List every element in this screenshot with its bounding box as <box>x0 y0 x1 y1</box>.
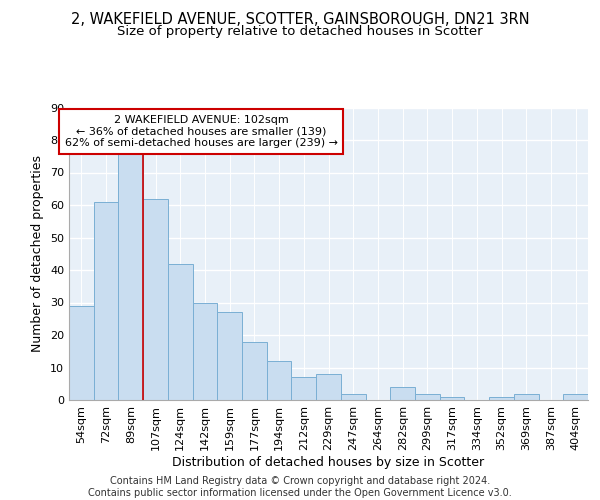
Bar <box>390 387 415 400</box>
Bar <box>316 374 341 400</box>
Bar <box>242 342 267 400</box>
Bar <box>267 361 292 400</box>
Bar <box>440 397 464 400</box>
Bar <box>69 306 94 400</box>
Bar <box>118 153 143 400</box>
Bar <box>292 377 316 400</box>
X-axis label: Distribution of detached houses by size in Scotter: Distribution of detached houses by size … <box>172 456 485 468</box>
Bar <box>143 198 168 400</box>
Bar <box>193 302 217 400</box>
Bar <box>217 312 242 400</box>
Text: 2 WAKEFIELD AVENUE: 102sqm
← 36% of detached houses are smaller (139)
62% of sem: 2 WAKEFIELD AVENUE: 102sqm ← 36% of deta… <box>65 115 338 148</box>
Text: Contains HM Land Registry data © Crown copyright and database right 2024.
Contai: Contains HM Land Registry data © Crown c… <box>88 476 512 498</box>
Bar <box>563 394 588 400</box>
Bar <box>168 264 193 400</box>
Bar <box>514 394 539 400</box>
Text: Size of property relative to detached houses in Scotter: Size of property relative to detached ho… <box>117 25 483 38</box>
Bar <box>341 394 365 400</box>
Text: 2, WAKEFIELD AVENUE, SCOTTER, GAINSBOROUGH, DN21 3RN: 2, WAKEFIELD AVENUE, SCOTTER, GAINSBOROU… <box>71 12 529 28</box>
Y-axis label: Number of detached properties: Number of detached properties <box>31 155 44 352</box>
Bar <box>415 394 440 400</box>
Bar <box>489 397 514 400</box>
Bar <box>94 202 118 400</box>
